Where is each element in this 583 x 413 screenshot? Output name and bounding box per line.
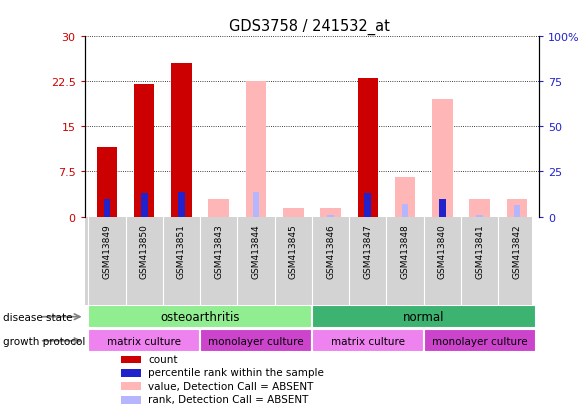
Text: GSM413846: GSM413846 [326, 224, 335, 279]
Text: rank, Detection Call = ABSENT: rank, Detection Call = ABSENT [148, 394, 308, 404]
Text: GDS3758 / 241532_at: GDS3758 / 241532_at [229, 19, 389, 35]
Bar [171, 64, 192, 217]
Text: matrix culture: matrix culture [107, 336, 181, 346]
Bar [439, 199, 446, 217]
Bar [283, 208, 304, 217]
Bar [252, 193, 259, 217]
Bar [88, 306, 312, 328]
Text: GSM413851: GSM413851 [177, 224, 186, 279]
Bar [121, 396, 141, 404]
Text: monolayer culture: monolayer culture [432, 336, 528, 346]
Bar [364, 194, 371, 217]
Text: GSM413843: GSM413843 [214, 224, 223, 279]
Text: GSM413845: GSM413845 [289, 224, 298, 279]
Text: GSM413842: GSM413842 [512, 224, 521, 278]
Text: GSM413841: GSM413841 [475, 224, 484, 279]
Bar [476, 215, 483, 217]
Text: growth protocol: growth protocol [3, 336, 85, 346]
Bar [97, 148, 117, 217]
Text: GSM413848: GSM413848 [401, 224, 410, 279]
Bar [402, 204, 409, 217]
Bar [209, 199, 229, 217]
Bar [320, 208, 341, 217]
Text: percentile rank within the sample: percentile rank within the sample [148, 368, 324, 377]
Bar [507, 199, 527, 217]
Bar [141, 194, 147, 217]
Bar [424, 330, 536, 352]
Text: GSM413840: GSM413840 [438, 224, 447, 279]
Text: GSM413849: GSM413849 [103, 224, 111, 279]
Text: GSM413844: GSM413844 [251, 224, 261, 278]
Text: GSM413847: GSM413847 [363, 224, 373, 279]
Text: value, Detection Call = ABSENT: value, Detection Call = ABSENT [148, 381, 314, 391]
Bar [312, 330, 424, 352]
Text: osteoarthritis: osteoarthritis [160, 311, 240, 323]
Text: GSM413850: GSM413850 [140, 224, 149, 279]
Bar [432, 100, 452, 217]
Bar [200, 330, 312, 352]
Bar [357, 79, 378, 217]
Bar [88, 330, 200, 352]
Bar [121, 382, 141, 390]
Text: monolayer culture: monolayer culture [208, 336, 304, 346]
Bar [469, 199, 490, 217]
Bar [121, 356, 141, 363]
Bar [312, 306, 536, 328]
Text: matrix culture: matrix culture [331, 336, 405, 346]
Bar [178, 193, 185, 217]
Bar [514, 205, 520, 217]
Bar [134, 85, 154, 217]
Text: disease state: disease state [3, 312, 72, 322]
Text: count: count [148, 354, 178, 364]
Bar [104, 199, 110, 217]
Text: normal: normal [403, 311, 444, 323]
Bar [395, 178, 415, 217]
Bar [327, 215, 334, 217]
Bar [121, 369, 141, 377]
Bar [246, 82, 266, 217]
